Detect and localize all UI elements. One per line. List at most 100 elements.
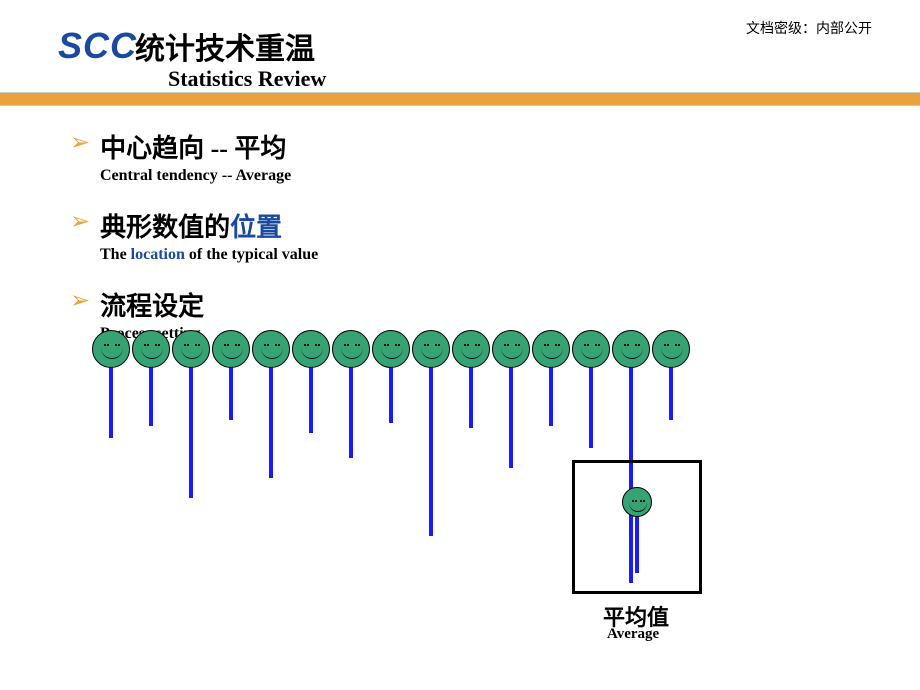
face-smile (661, 348, 683, 359)
face-eye (555, 344, 557, 346)
lollipop-stick (189, 348, 193, 498)
face-smile (181, 348, 203, 359)
bullet-1-en: Central tendency -- Average (100, 167, 880, 185)
face-smile (221, 348, 243, 359)
average-label-en: Average (607, 626, 659, 643)
face-eye (627, 344, 629, 346)
face-smile (501, 348, 523, 359)
face-eye (235, 344, 237, 346)
face-eye (595, 344, 597, 346)
face-eye (558, 344, 560, 346)
face-smile (629, 501, 647, 512)
face-eye (184, 344, 186, 346)
face-eye (438, 344, 440, 346)
face-eye (387, 344, 389, 346)
lollipop-head (612, 330, 650, 368)
bullet-2: ➢ 典形数值的位置 The location of the typical va… (70, 207, 880, 264)
face-eye (104, 344, 106, 346)
face-eye (584, 344, 586, 346)
face-eye (155, 344, 157, 346)
face-eye (318, 344, 320, 346)
face-eye (395, 344, 397, 346)
face-eye (667, 344, 669, 346)
face-eye (624, 344, 626, 346)
face-eye (464, 344, 466, 346)
bullet-1-cn: 中心趋向 -- 平均 (100, 128, 286, 165)
lollipop-head (372, 330, 410, 368)
bullet-arrow-icon: ➢ (70, 207, 90, 237)
bullet-2-en: The location of the typical value (100, 246, 880, 264)
face-eye (347, 344, 349, 346)
bullet-2-en-post: of the typical value (185, 246, 318, 263)
face-eye (278, 344, 280, 346)
face-smile (621, 348, 643, 359)
face-eye (224, 344, 226, 346)
face-eye (515, 344, 517, 346)
lollipop-head (172, 330, 210, 368)
face-eye (467, 344, 469, 346)
face-eye (664, 344, 666, 346)
title-cn: 统计技术重温 (135, 24, 315, 68)
face-eye (304, 344, 306, 346)
classification-label: 文档密级：内部公开 (746, 18, 872, 38)
bullet-2-cn: 典形数值的位置 (100, 207, 282, 244)
face-smile (101, 348, 123, 359)
bullet-2-cn-highlight: 位置 (230, 213, 282, 242)
face-smile (341, 348, 363, 359)
face-eye (115, 344, 117, 346)
face-eye (358, 344, 360, 346)
face-eye (475, 344, 477, 346)
divider-bar (0, 92, 920, 106)
face-smile (461, 348, 483, 359)
face-eye (638, 344, 640, 346)
lollipop-stick (429, 348, 433, 536)
lollipop-head (532, 330, 570, 368)
face-eye (635, 344, 637, 346)
lollipop-head (252, 330, 290, 368)
face-eye (427, 344, 429, 346)
face-eye (598, 344, 600, 346)
face-eye (158, 344, 160, 346)
bullet-arrow-icon: ➢ (70, 128, 90, 158)
lollipop-head (212, 330, 250, 368)
face-eye (267, 344, 269, 346)
face-eye (227, 344, 229, 346)
face-eye (147, 344, 149, 346)
face-eye (507, 344, 509, 346)
face-eye (587, 344, 589, 346)
face-smile (261, 348, 283, 359)
average-box (572, 460, 702, 594)
bullet-2-cn-pre: 典形数值的 (100, 213, 230, 242)
face-eye (547, 344, 549, 346)
face-eye (478, 344, 480, 346)
lollipop-head (572, 330, 610, 368)
face-eye (544, 344, 546, 346)
title-en: Statistics Review (168, 66, 326, 92)
face-eye (307, 344, 309, 346)
face-eye (344, 344, 346, 346)
face-eye (678, 344, 680, 346)
header: SCC 统计技术重温 Statistics Review (58, 24, 326, 92)
face-eye (198, 344, 200, 346)
face-eye (435, 344, 437, 346)
face-eye (315, 344, 317, 346)
lollipop-head (452, 330, 490, 368)
logo: SCC (58, 25, 137, 67)
lollipop-head (652, 330, 690, 368)
lollipop-diagram: 平均值 Average (92, 330, 792, 670)
lollipop-head (492, 330, 530, 368)
face-eye (187, 344, 189, 346)
face-smile (141, 348, 163, 359)
face-smile (581, 348, 603, 359)
face-eye (238, 344, 240, 346)
face-eye (675, 344, 677, 346)
face-eye (195, 344, 197, 346)
face-eye (107, 344, 109, 346)
lollipop-head (622, 487, 652, 517)
face-eye (144, 344, 146, 346)
face-smile (301, 348, 323, 359)
bullet-2-en-highlight: location (131, 246, 185, 263)
lollipop-head (332, 330, 370, 368)
lollipop-head (412, 330, 450, 368)
bullet-1: ➢ 中心趋向 -- 平均 Central tendency -- Average (70, 128, 880, 185)
